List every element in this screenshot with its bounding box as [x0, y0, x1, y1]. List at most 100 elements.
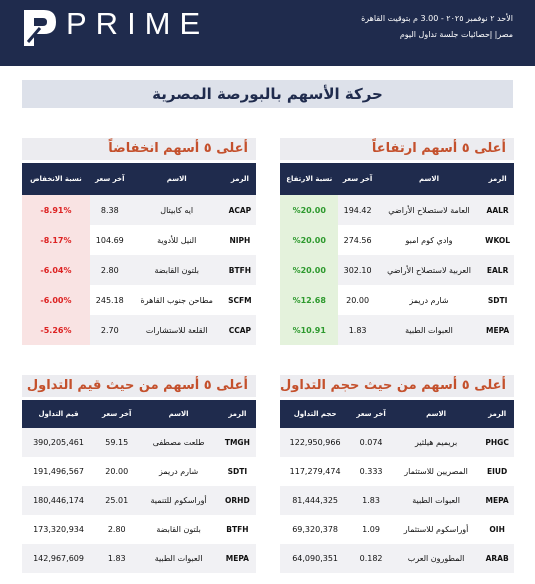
cell: المطورون العرب: [391, 544, 481, 573]
cell: 2.70: [89, 315, 130, 345]
cell: بلتون القابضة: [156, 525, 201, 534]
cell: ARAB: [480, 544, 514, 573]
cell: 81,444,325: [280, 486, 351, 515]
cell: %10.91: [280, 315, 339, 345]
header-row: الرمز الاسم آخر سعر نسبة الارتفاع: [280, 163, 514, 195]
row: NIPH النيل للأدوية 104.69 -8.17%: [22, 225, 256, 255]
cell: 59.15: [95, 428, 139, 457]
table: الرمز الاسم آخر سعر نسبة الانخفاض ACAP ايه كا…: [22, 163, 256, 345]
column-header: الاسم: [129, 163, 224, 195]
cell: العربية لاستصلاح الأراضي: [376, 255, 482, 285]
row: MEPA العبوات الطبية 1.83 81,444,325: [280, 486, 514, 515]
cell: بريميم هيلثير: [391, 428, 481, 457]
column-header: الرمز: [218, 400, 256, 428]
row: TMGH طلعت مصطفى 59.15 390,205,461: [22, 428, 256, 457]
cell: MEPA: [481, 315, 514, 345]
row: WKOL وادي كوم امبو 274.56 %20.00: [280, 225, 514, 255]
column-header: الرمز: [480, 400, 514, 428]
date: الأحد ٢ نوفمبر ٢٠٢٥ - 3.00 م بتوقيت القا…: [361, 14, 513, 23]
table: الرمز الاسم آخر سعر نسبة الارتفاع AALR العامة…: [280, 163, 514, 345]
row: OIH أوراسكوم للاستثمار 1.09 69,320,378: [280, 515, 514, 544]
cell: NIPH: [229, 235, 251, 245]
cell: مطاحن جنوب القاهرة: [140, 295, 213, 305]
cell: BTFH: [223, 255, 256, 285]
cell: العبوات الطبية: [138, 544, 219, 573]
cell: 2.80: [107, 525, 126, 534]
cell: 302.10: [338, 255, 377, 285]
cell: 274.56: [343, 235, 372, 245]
row: ACAP ايه كابيتال 8.38 -8.91%: [22, 195, 256, 225]
column-header: حجم التداول: [280, 400, 351, 428]
column-header: آخر سعر: [95, 400, 139, 428]
logo-icon: [24, 10, 56, 46]
row: MEPA العبوات الطبية 1.83 142,967,609: [22, 544, 256, 573]
cell: ORHD: [218, 486, 256, 515]
panel-title: أعلى ٥ أسهم من حيث قيم التداول: [22, 375, 256, 397]
cell: EALR: [481, 255, 514, 285]
panel: أعلى ٥ أسهم انخفاضاً الرمز الاسم آخر سعر نسب…: [22, 138, 256, 345]
cell: SDTI: [227, 467, 248, 476]
cell: -8.91%: [22, 195, 90, 225]
cell: 122,950,966: [280, 428, 351, 457]
cell: أوراسكوم للتنمية: [138, 486, 219, 515]
column-header: آخر سعر: [338, 163, 377, 195]
column-header: قيم التداول: [22, 400, 96, 428]
cell: 117,279,474: [289, 467, 341, 476]
column-header: آخر سعر: [350, 400, 392, 428]
cell: 25.01: [95, 486, 139, 515]
column-header: نسبة الارتفاع: [280, 163, 339, 195]
row: AALR العامة لاستصلاح الأراضي 194.42 %20.00: [280, 195, 514, 225]
cell: المصريين للاستثمار: [404, 467, 468, 476]
row: BTFH بلتون القابضة 2.80 173,320,934: [22, 515, 256, 544]
cell: العبوات الطبية: [391, 486, 481, 515]
cell: MEPA: [480, 486, 514, 515]
column-header: الرمز: [223, 163, 256, 195]
cell: ACAP: [223, 195, 256, 225]
cell: 64,090,351: [280, 544, 351, 573]
row: CCAP القلعة للاستشارات 2.70 -5.26%: [22, 315, 256, 345]
cell: TMGH: [218, 428, 256, 457]
row: MEPA العبوات الطبية 1.83 %10.91: [280, 315, 514, 345]
cell: 104.69: [95, 235, 124, 245]
column-header: الاسم: [376, 163, 482, 195]
panel-title: أعلى ٥ أسهم ارتفاعاً: [280, 138, 514, 160]
cell: PHGC: [480, 428, 514, 457]
cell: 390,205,461: [22, 428, 96, 457]
logo-text: PRIME: [66, 6, 210, 41]
cell: بلتون القابضة: [129, 255, 224, 285]
cell: 0.333: [359, 467, 383, 476]
cell: النيل للأدوية: [157, 235, 197, 245]
cell: 194.42: [338, 195, 377, 225]
cell: ايه كابيتال: [129, 195, 224, 225]
cell: 1.09: [362, 525, 380, 534]
cell: 191,496,567: [33, 467, 84, 476]
cell: العامة لاستصلاح الأراضي: [376, 195, 482, 225]
cell: MEPA: [218, 544, 256, 573]
cell: 142,967,609: [22, 544, 96, 573]
panel: أعلى ٥ أسهم من حيث قيم التداول الرمز الاسم…: [22, 375, 256, 573]
cell: 8.38: [89, 195, 130, 225]
cell: 180,446,174: [22, 486, 96, 515]
column-header: الرمز: [481, 163, 514, 195]
row: EALR العربية لاستصلاح الأراضي 302.10 %20.00: [280, 255, 514, 285]
cell: شارم دريمز: [158, 467, 199, 476]
row: ORHD أوراسكوم للتنمية 25.01 180,446,174: [22, 486, 256, 515]
panel: أعلى ٥ أسهم ارتفاعاً الرمز الاسم آخر سعر نسب…: [280, 138, 514, 345]
column-header: الاسم: [138, 400, 219, 428]
cell: أوراسكوم للاستثمار: [403, 525, 469, 534]
cell: 1.83: [338, 315, 377, 345]
row: EIUD المصريين للاستثمار 0.333 117,279,474: [280, 457, 514, 486]
cell: 69,320,378: [292, 525, 339, 534]
page-title: حركة الأسهم بالبورصة المصرية: [22, 80, 513, 108]
cell: 0.182: [350, 544, 392, 573]
cell: 1.83: [350, 486, 392, 515]
cell: AALR: [481, 195, 514, 225]
column-header: الاسم: [391, 400, 481, 428]
cell: %20.00: [280, 255, 339, 285]
row: SCFM مطاحن جنوب القاهرة 245.18 -6.00%: [22, 285, 256, 315]
cell: SDTI: [487, 295, 508, 305]
cell: SCFM: [228, 295, 252, 305]
cell: CCAP: [223, 315, 256, 345]
table: الرمز الاسم آخر سعر قيم التداول TMGH طلعت مصط…: [22, 400, 256, 573]
